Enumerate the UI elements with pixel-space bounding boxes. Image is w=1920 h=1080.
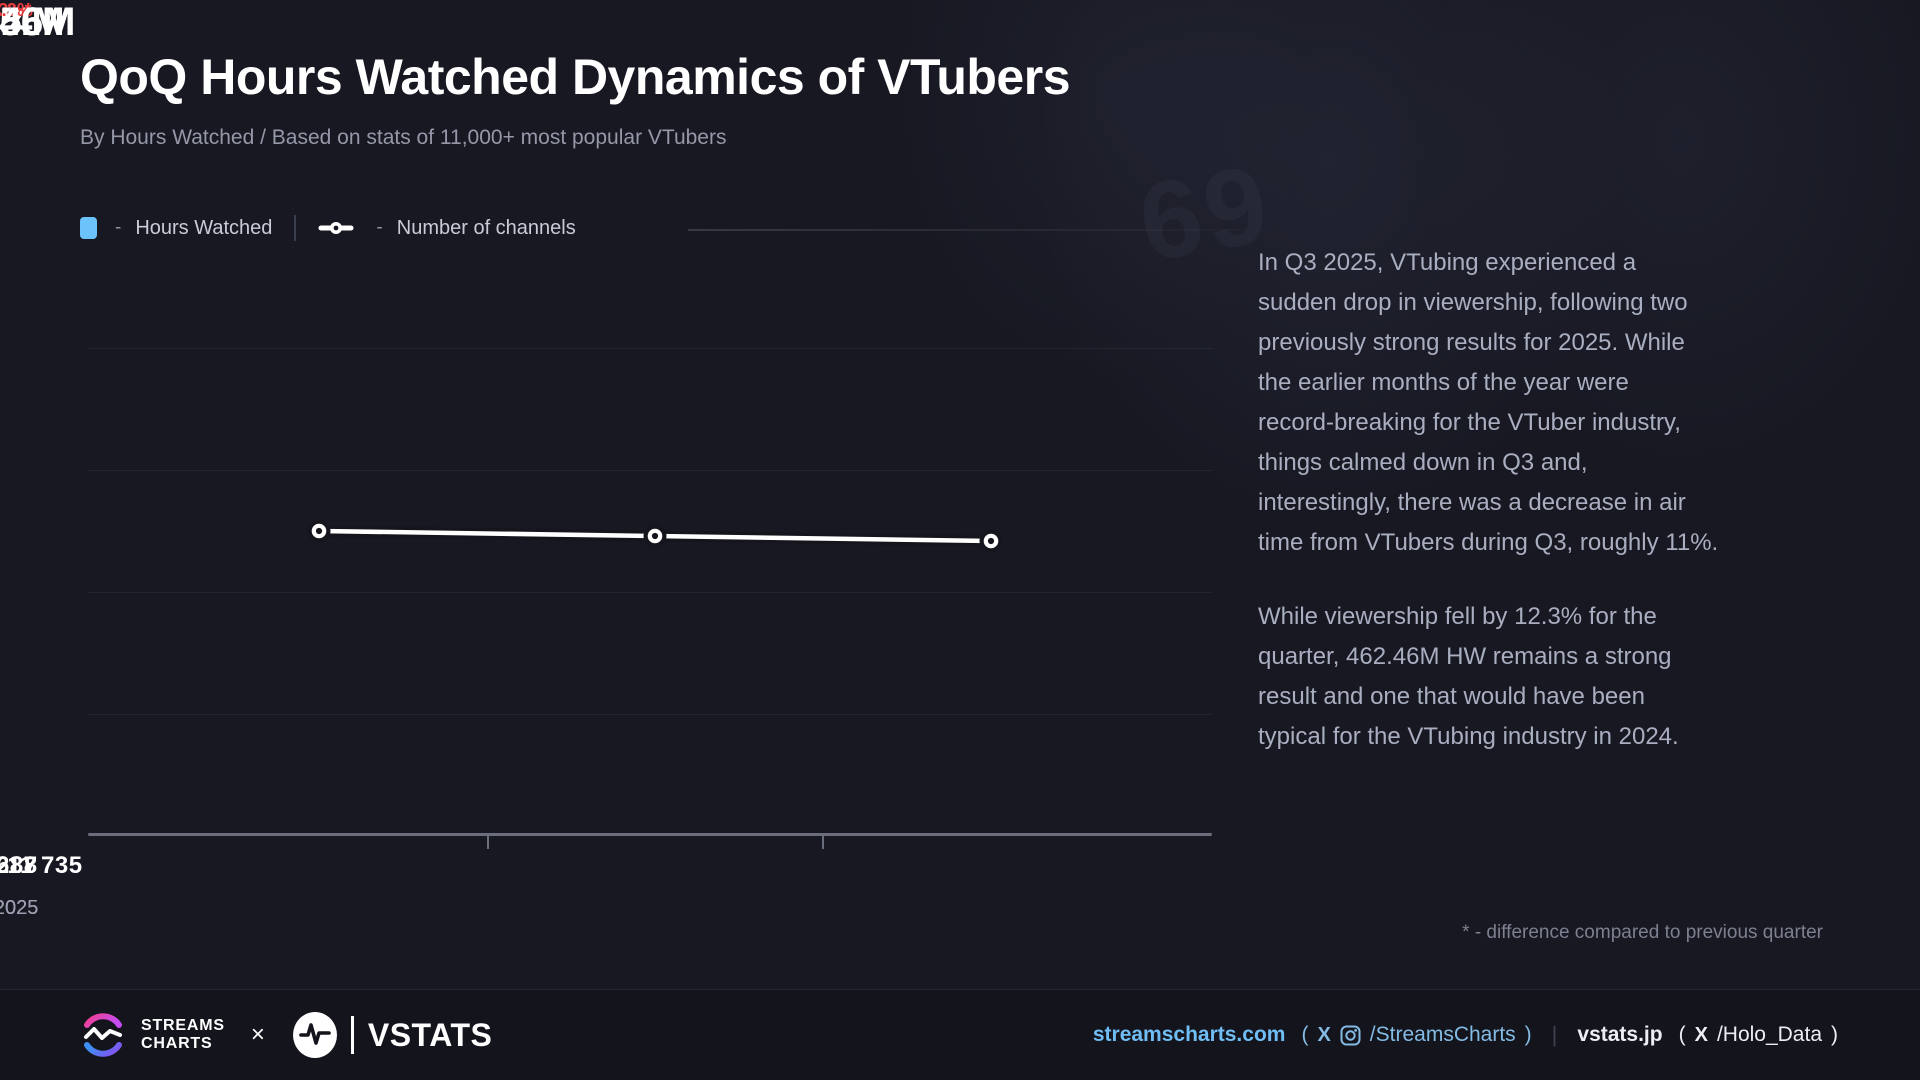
channels-label-q3: 11 288 (0, 852, 38, 880)
x-axis-label-q1: Q1 2025 (0, 897, 39, 919)
x-icon[interactable]: X (1317, 1023, 1331, 1046)
bar-value-label-q3: 462.46M (0, 0, 75, 44)
page-subtitle: By Hours Watched / Based on stats of 11,… (80, 126, 727, 149)
line-marker-ring (643, 524, 667, 548)
gridline (88, 470, 1212, 471)
streamscharts-logo-icon (84, 1013, 122, 1057)
line-legend-icon (318, 222, 354, 234)
paren-close: ) (1831, 1023, 1838, 1046)
line-marker (311, 523, 327, 539)
line-marker (983, 533, 999, 549)
channels-value-q2: 11 687 (0, 852, 38, 879)
paren-open: ( (1301, 1023, 1309, 1046)
line-marker (647, 528, 663, 544)
line-marker-ring (979, 529, 1003, 553)
chart-legend: - Hours Watched - Number of channels (80, 212, 576, 244)
holo-data-handle-link[interactable]: /Holo_Data (1716, 1023, 1822, 1046)
vstats-brand: VSTATS (291, 1010, 492, 1060)
footer-brand-group: STREAMS CHARTS × VSTATS (78, 1010, 492, 1060)
streamscharts-wordmark: STREAMS CHARTS (141, 1017, 225, 1052)
vstats-wordmark-divider (350, 1016, 354, 1054)
streamscharts-handle-link[interactable]: /StreamsCharts (1369, 1023, 1516, 1046)
legend-divider (294, 215, 297, 241)
footer-links: streamscharts.com ( X /StreamsCharts ) |… (1093, 1022, 1838, 1048)
line-legend-label: Number of channels (396, 216, 576, 239)
axis-tick (487, 836, 489, 849)
channels-value-q1: 11 735 (7, 852, 83, 879)
axis-tick (822, 836, 824, 849)
channels-line-outline (313, 525, 997, 547)
page-title: QoQ Hours Watched Dynamics of VTubers (80, 49, 1071, 105)
bars-legend-swatch (80, 217, 97, 239)
gridline (88, 714, 1212, 715)
x-axis-label-q2: Q2 2025 (0, 897, 39, 919)
line-marker-center (987, 537, 995, 545)
legend-rule (688, 229, 1288, 231)
channels-label-q1: Channels: 11 735 (0, 852, 83, 880)
instagram-icon[interactable] (1340, 1025, 1361, 1046)
bar-value-label-q2: 527.55M (0, 0, 75, 44)
vstats-socials: ( X /Holo_Data ) (1679, 1023, 1838, 1047)
vstats-url-link[interactable]: vstats.jp (1577, 1023, 1663, 1046)
paren-open: ( (1678, 1023, 1686, 1046)
channels-label-q2: 11 687 (0, 852, 38, 880)
streamscharts-url-link[interactable]: streamscharts.com (1092, 1023, 1286, 1046)
x-axis-label-q3: Q3 2025 (0, 897, 39, 919)
vstats-wordmark: VSTATS (367, 1016, 493, 1053)
line-marker-center (651, 532, 659, 540)
bars-legend-label: Hours Watched (135, 216, 273, 239)
gridline (88, 592, 1212, 593)
line-marker-center (315, 527, 323, 535)
bar-value-label-q1: 534.4M (0, 0, 65, 44)
vstats-logo-icon (292, 1012, 337, 1058)
x-icon[interactable]: X (1694, 1023, 1708, 1046)
commentary: In Q3 2025, VTubing experienced a sudden… (1258, 243, 1858, 791)
x-axis-line (88, 833, 1212, 836)
legend-dash: - (115, 217, 122, 238)
footer: STREAMS CHARTS × VSTATS streamscharts.co… (0, 989, 1920, 1080)
legend-dash: - (376, 217, 383, 238)
delta-badge-q2: ↓ 1.3%* (0, 0, 32, 20)
line-marker-ring (307, 519, 331, 543)
links-divider: | (1551, 1022, 1558, 1047)
delta-badge-q3: ↓ 12.3% (0, 0, 34, 20)
gridline (88, 348, 1212, 349)
channels-line-core (316, 528, 994, 544)
channels-value-q3: 11 288 (0, 852, 38, 879)
collab-x-symbol: × (250, 1021, 265, 1048)
footnote: * - difference compared to previous quar… (1462, 922, 1823, 943)
streamscharts-socials: ( X /StreamsCharts ) (1301, 1023, 1531, 1047)
paren-close: ) (1524, 1023, 1532, 1046)
commentary-paragraph-2: While viewership fell by 12.3% for the q… (1258, 603, 1679, 750)
commentary-paragraph-1: In Q3 2025, VTubing experienced a sudden… (1258, 249, 1719, 556)
